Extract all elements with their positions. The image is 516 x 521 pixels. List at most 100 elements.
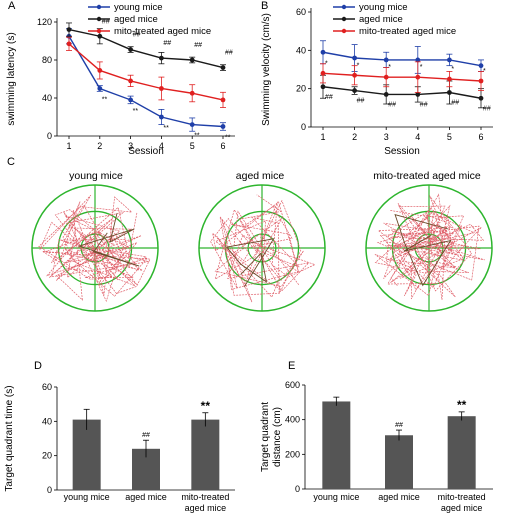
data-point <box>447 90 452 95</box>
data-point <box>97 33 103 39</box>
data-point <box>352 88 357 93</box>
y-tick-label: 0 <box>295 484 300 494</box>
legend-marker <box>96 16 102 22</box>
series-line <box>322 86 482 99</box>
significance-label: * <box>325 60 328 67</box>
x-tick-label: 4 <box>415 132 420 142</box>
data-point <box>189 90 195 96</box>
x-tick-label: aged mice <box>185 503 227 513</box>
y-tick-label: 200 <box>285 449 300 459</box>
series-line <box>322 51 482 67</box>
significance-label: ## <box>102 18 110 25</box>
data-point <box>220 65 226 70</box>
significance-label: ## <box>225 50 233 57</box>
y-tick-label: 0 <box>47 131 52 141</box>
significance-label: ## <box>163 40 171 47</box>
track-title: mito-treated aged mice <box>373 170 481 182</box>
y-tick-label: 20 <box>42 451 52 461</box>
y-tick-label: 600 <box>285 380 300 390</box>
data-point <box>220 124 226 129</box>
data-point <box>447 76 452 82</box>
significance-label: ## <box>395 422 403 429</box>
data-point <box>159 55 164 61</box>
data-point <box>447 57 452 63</box>
data-point <box>97 68 103 73</box>
data-point <box>128 78 134 84</box>
legend-label: aged mice <box>359 14 403 25</box>
x-tick-label: 1 <box>320 132 325 142</box>
x-tick-label: mito-treated <box>181 492 229 502</box>
panel-a-line-chart: A 0 40 80 120 1 2 3 4 5 6 Session swimming latency (… <box>6 0 235 157</box>
legend-label: aged mice <box>114 14 158 25</box>
legend-label: mito-treated aged mice <box>114 26 211 37</box>
y-tick-label: 40 <box>296 45 306 55</box>
x-tick-label: 5 <box>447 132 452 142</box>
y-tick-label: 80 <box>42 55 52 65</box>
data-point <box>220 97 226 103</box>
pool <box>198 184 326 312</box>
legend-marker <box>96 28 102 34</box>
significance-label: ** <box>225 135 231 142</box>
significance-label: ## <box>357 98 365 105</box>
data-point <box>189 122 195 127</box>
series-line <box>68 43 224 101</box>
data-point <box>478 78 484 84</box>
data-point <box>352 55 357 61</box>
bar <box>447 416 476 489</box>
x-tick-label: 3 <box>128 141 133 151</box>
legend-marker <box>96 4 102 10</box>
significance-label: ## <box>388 101 396 108</box>
pool <box>365 184 493 312</box>
data-point <box>320 49 326 55</box>
panel-b-line-chart: B 0 20 40 60 1 2 3 4 5 6 Session Swimming velocity (… <box>261 0 493 157</box>
x-tick-label: 1 <box>66 141 71 151</box>
data-point <box>383 92 389 97</box>
bar <box>72 419 101 490</box>
y-tick-label: 40 <box>42 416 52 426</box>
bar <box>385 435 413 489</box>
data-point <box>320 84 326 90</box>
track-title: aged mice <box>236 170 285 182</box>
significance-label: * <box>451 66 454 73</box>
data-point <box>159 114 164 120</box>
bar <box>191 419 220 490</box>
data-point <box>128 97 134 103</box>
y-tick-label: 60 <box>42 382 52 392</box>
panel-d-bar-chart: D 0 20 40 60 Target quadrant time (s) young mi… <box>4 360 235 513</box>
x-tick-label: 2 <box>352 132 357 142</box>
panel-letter: D <box>34 360 42 372</box>
significance-label: ** <box>194 133 200 140</box>
swim-path-segment <box>225 238 275 288</box>
x-tick-label: young mice <box>64 492 110 502</box>
series-line <box>322 72 482 82</box>
data-point <box>478 95 484 101</box>
data-point <box>415 57 421 63</box>
x-tick-label: young mice <box>313 492 359 502</box>
pool <box>31 184 159 312</box>
significance-label: ## <box>194 42 202 49</box>
x-tick-label: 6 <box>478 132 483 142</box>
significance-label: ** <box>457 398 467 412</box>
legend-label: mito-treated aged mice <box>359 26 456 37</box>
legend-marker <box>341 28 347 34</box>
data-point <box>415 74 421 80</box>
y-axis-title: Target quadrant time (s) <box>4 385 15 491</box>
significance-label: ** <box>133 108 139 115</box>
series-line <box>68 35 224 128</box>
y-axis-title: Swimming velocity (cm/s) <box>261 13 272 126</box>
swim-path <box>210 194 316 303</box>
legend-label: young mice <box>114 2 163 13</box>
series-line <box>68 28 224 69</box>
x-tick-label: aged mice <box>125 492 167 502</box>
panel-letter: A <box>8 0 16 12</box>
significance-label: ** <box>201 399 211 413</box>
swim-path <box>38 194 151 303</box>
swim-path-segment <box>77 213 140 267</box>
data-point <box>128 47 134 52</box>
data-point <box>415 92 421 97</box>
significance-label: * <box>388 64 391 71</box>
legend-marker <box>341 4 347 10</box>
y-tick-label: 20 <box>296 84 306 94</box>
x-tick-label: aged mice <box>378 492 420 502</box>
